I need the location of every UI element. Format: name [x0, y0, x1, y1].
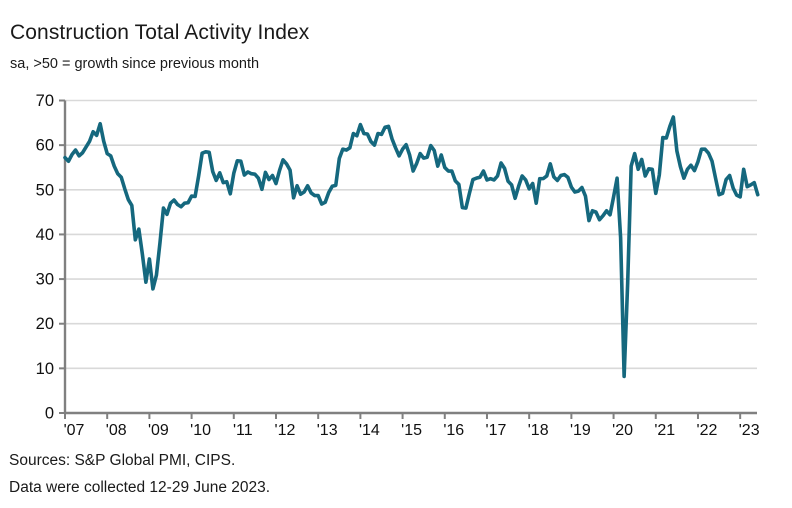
x-tick-label: '11 — [233, 422, 253, 439]
x-tick-label: '20 — [612, 422, 633, 439]
y-tick-label: 10 — [36, 360, 54, 378]
y-tick-label: 50 — [36, 181, 54, 199]
activity-index-line-chart: 0 10 20 30 40 50 60 70 '07 '08 '09 '10 '11 '12 '13 '14 '… — [36, 92, 760, 439]
chart-subtitle: sa, >50 = growth since previous month — [10, 56, 260, 72]
y-tick-label: 40 — [36, 226, 54, 244]
y-tick-label: 20 — [36, 315, 54, 333]
y-tick-label: 70 — [36, 92, 54, 110]
y-tick-label: 30 — [36, 271, 54, 289]
x-tick-label: '13 — [317, 422, 338, 439]
x-tick-label: '07 — [64, 422, 85, 439]
x-tick-label: '18 — [528, 422, 549, 439]
x-tick-label: '21 — [654, 422, 675, 439]
x-tick-label: '19 — [570, 422, 591, 439]
x-tick-label: '14 — [359, 422, 380, 439]
x-tick-label: '08 — [106, 422, 127, 439]
x-tick-label: '09 — [148, 422, 169, 439]
collection-date-note: Data were collected 12-29 June 2023. — [9, 479, 271, 496]
x-tick-label: '15 — [401, 422, 422, 439]
x-tick-label: '10 — [190, 422, 211, 439]
x-tick-label: '16 — [443, 422, 464, 439]
sources-note: Sources: S&P Global PMI, CIPS. — [9, 452, 236, 469]
activity-index-line — [63, 115, 760, 379]
chart-title: Construction Total Activity Index — [10, 21, 310, 44]
y-tick-label: 60 — [36, 137, 54, 155]
y-tick-label: 0 — [45, 405, 54, 423]
x-tick-label: '12 — [275, 422, 296, 439]
x-tick-label: '22 — [697, 422, 718, 439]
x-tick-label: '17 — [486, 422, 507, 439]
x-tick-label: '23 — [739, 422, 760, 439]
